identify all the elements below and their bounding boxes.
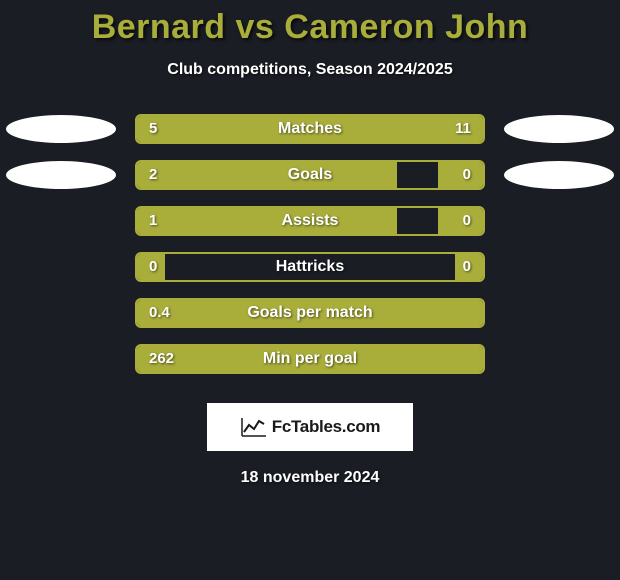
stat-value-right: 0 (463, 254, 471, 280)
stat-value-left: 2 (149, 162, 157, 188)
subtitle: Club competitions, Season 2024/2025 (0, 61, 620, 79)
page-title: Bernard vs Cameron John (0, 8, 620, 47)
player-badge-left (6, 115, 116, 143)
stat-row: Matches5 11 (0, 111, 620, 157)
stat-label: Hattricks (137, 254, 483, 280)
brand-banner: FcTables.com (207, 403, 413, 451)
brand-logo-icon (240, 416, 268, 438)
comparison-chart: Matches511Goals20Assists10Hattricks00Goa… (0, 111, 620, 387)
player-badge-right (504, 115, 614, 143)
stat-row: Hattricks0 0 (0, 249, 620, 295)
stat-value-right: 0 (463, 208, 471, 234)
player-badge-left (6, 161, 116, 189)
stat-value-left: 0.4 (149, 300, 170, 326)
stat-row: Goals per match0.4 (0, 295, 620, 341)
stat-row: Min per goal262 (0, 341, 620, 387)
bar-track: Matches5 11 (135, 114, 485, 144)
date-caption: 18 november 2024 (0, 469, 620, 487)
player-badge-right (504, 161, 614, 189)
stat-row: Assists1 0 (0, 203, 620, 249)
stat-value-left: 1 (149, 208, 157, 234)
bar-track: Hattricks0 0 (135, 252, 485, 282)
stat-label: Goals per match (137, 300, 483, 326)
bar-track: Min per goal262 (135, 344, 485, 374)
stat-row: Goals2 0 (0, 157, 620, 203)
bar-track: Goals2 0 (135, 160, 485, 190)
stat-label: Goals (137, 162, 483, 188)
stat-value-left: 262 (149, 346, 174, 372)
bar-track: Assists1 0 (135, 206, 485, 236)
stat-label: Matches (137, 116, 483, 142)
stat-value-left: 5 (149, 116, 157, 142)
brand-text: FcTables.com (272, 417, 381, 437)
stat-value-right: 0 (463, 162, 471, 188)
stat-value-right: 11 (455, 116, 471, 142)
comparison-infographic: Bernard vs Cameron John Club competition… (0, 0, 620, 580)
stat-label: Assists (137, 208, 483, 234)
bar-track: Goals per match0.4 (135, 298, 485, 328)
stat-label: Min per goal (137, 346, 483, 372)
stat-value-left: 0 (149, 254, 157, 280)
